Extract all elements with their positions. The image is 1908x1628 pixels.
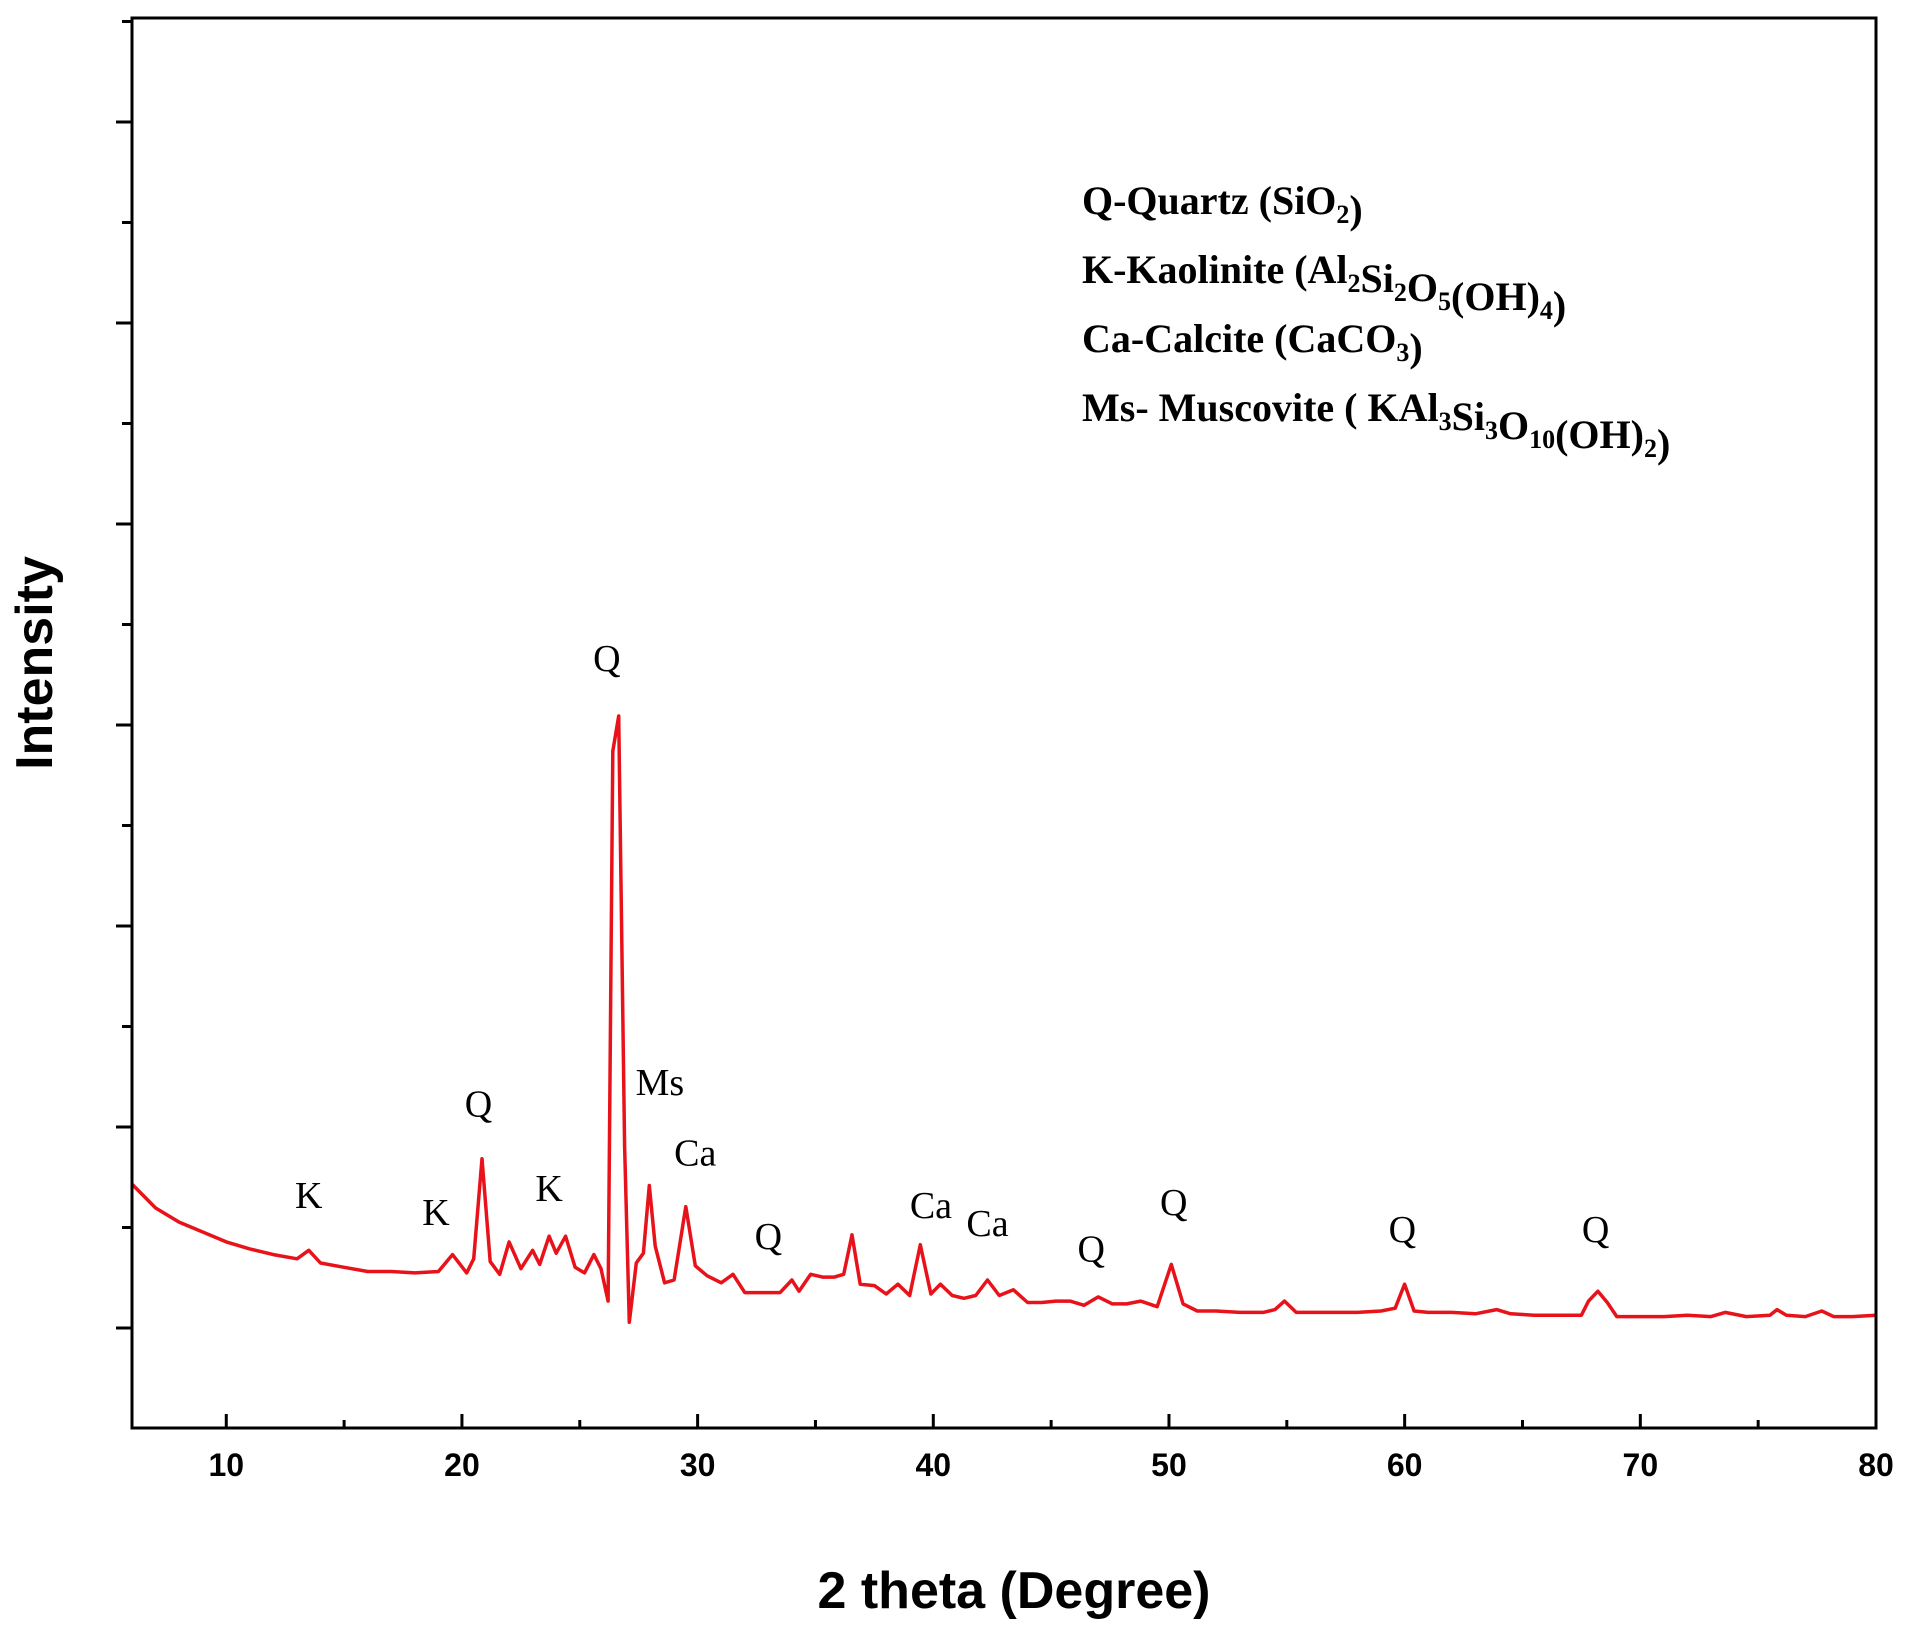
peak-label: Q (1160, 1182, 1187, 1224)
peak-label: Q (1582, 1209, 1609, 1251)
x-tick-label: 50 (1151, 1447, 1187, 1483)
peak-label: Ca (674, 1133, 716, 1175)
x-tick-label: 70 (1623, 1447, 1659, 1483)
x-tick-label: 80 (1858, 1447, 1894, 1483)
legend-entry: Q-Quartz (SiO2) (1082, 178, 1363, 232)
x-tick-label: 30 (680, 1447, 716, 1483)
x-tick-label: 60 (1387, 1447, 1423, 1483)
peak-label: Q (755, 1216, 782, 1258)
peak-label: K (422, 1192, 450, 1234)
peak-label: Ca (910, 1185, 952, 1227)
legend-entry: K-Kaolinite (Al2Si2O5(OH)4) (1082, 247, 1566, 328)
peak-label: Q (1389, 1209, 1416, 1251)
x-tick-label: 40 (916, 1447, 952, 1483)
peak-label: Q (1077, 1229, 1104, 1271)
series-line (130, 714, 1877, 1325)
y-axis-title: Intensity (6, 556, 64, 770)
x-tick-label: 20 (444, 1447, 480, 1483)
peak-labels: K K Q K Q Ms Ca Q Ca Ca Q Q Q Q (295, 638, 1609, 1271)
peak-label: K (295, 1175, 323, 1217)
x-axis-title: 2 theta (Degree) (818, 1562, 1211, 1620)
peak-label: Q (465, 1083, 492, 1125)
legend: Q-Quartz (SiO2) K-Kaolinite (Al2Si2O5(OH)… (1082, 178, 1670, 466)
peak-label: Ms (636, 1062, 685, 1104)
ticks-layer: 10 20 30 40 50 60 70 80 (116, 20, 1894, 1483)
legend-entry: Ca-Calcite (CaCO3) (1082, 316, 1423, 370)
x-tick-label: 10 (208, 1447, 244, 1483)
peak-label: Q (593, 638, 620, 680)
plot-frame (130, 16, 1878, 1430)
legend-entry: Ms- Muscovite ( KAl3Si3O10(OH)2) (1082, 385, 1670, 466)
peak-label: K (535, 1168, 563, 1210)
peak-label: Ca (966, 1203, 1008, 1245)
